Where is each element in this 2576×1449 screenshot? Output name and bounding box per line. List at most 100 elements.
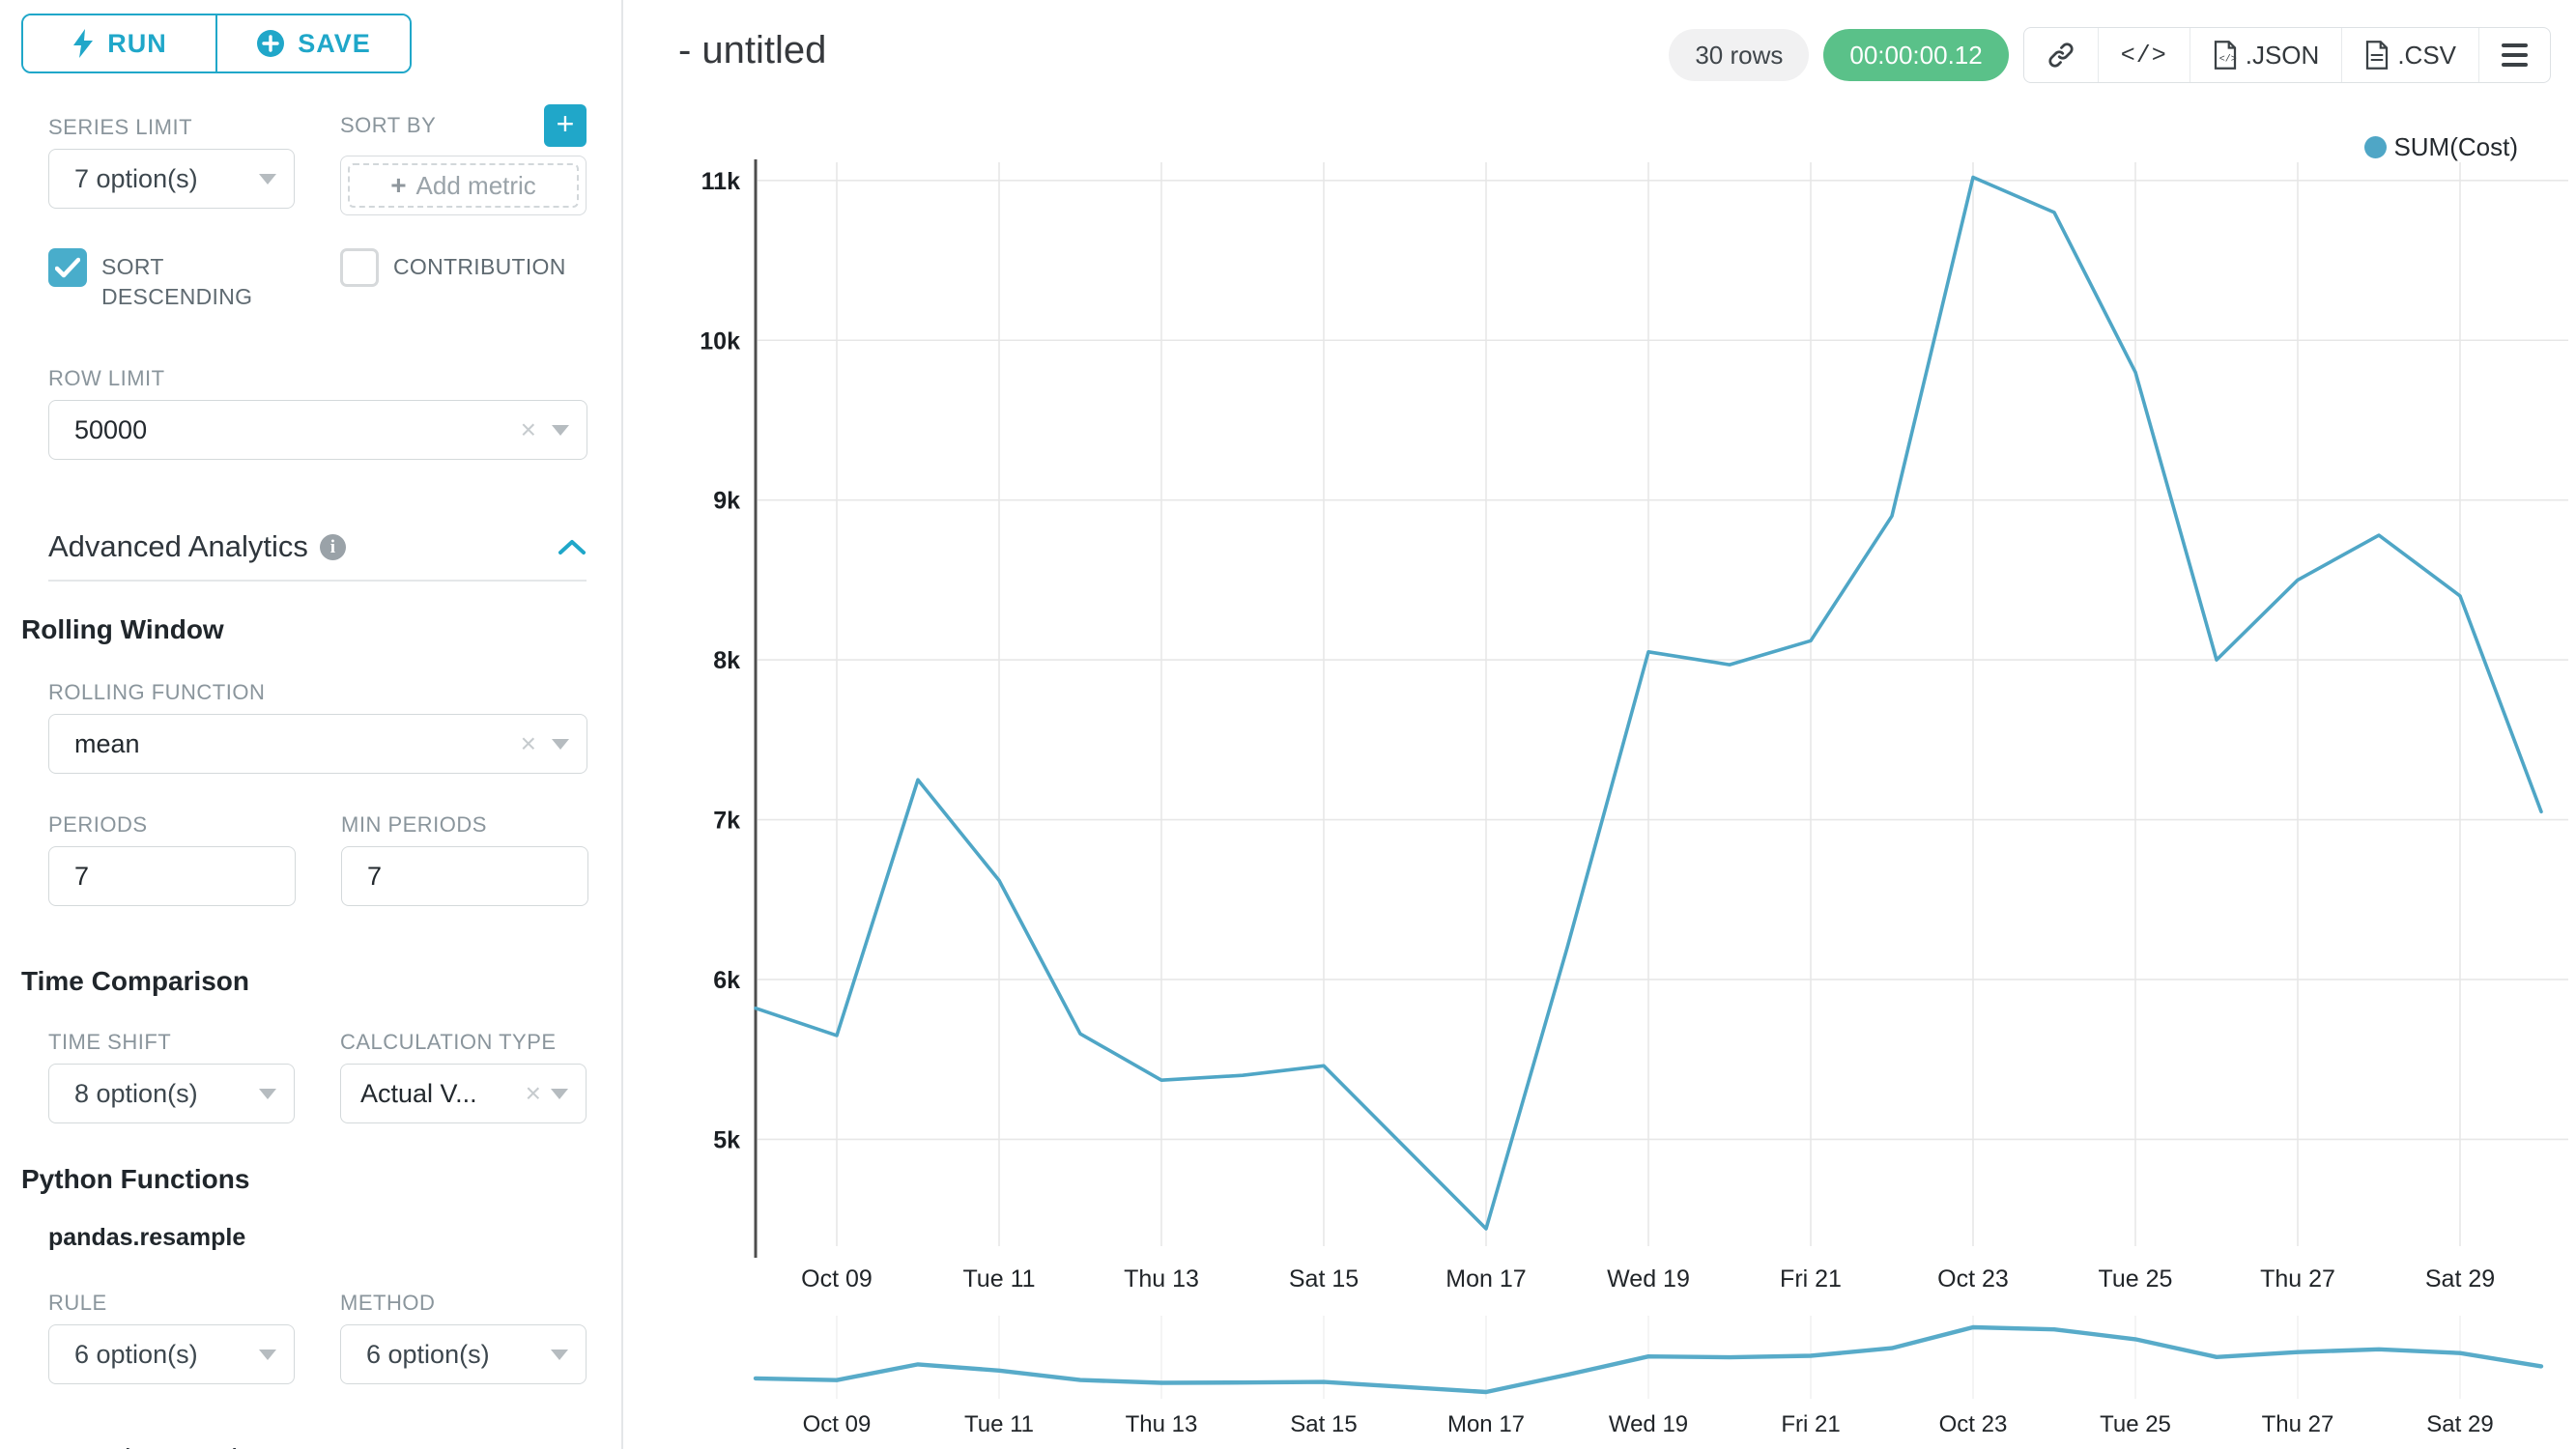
sort-descending-label: SORT DESCENDING [101, 254, 253, 310]
sort-descending-checkbox[interactable]: SORT DESCENDING [48, 248, 295, 312]
mini-x-axis-tick-label: Tue 11 [964, 1411, 1034, 1437]
x-axis-tick-label: Thu 13 [1124, 1265, 1199, 1293]
run-button-label: RUN [107, 28, 167, 58]
plus-icon: + [390, 170, 407, 200]
method-label: METHOD [340, 1291, 436, 1316]
series-limit-label: SERIES LIMIT [48, 115, 193, 139]
rule-select[interactable]: 6 option(s) [48, 1324, 295, 1385]
min-periods-input[interactable] [341, 846, 588, 907]
x-axis-tick-label: Mon 17 [1445, 1265, 1526, 1293]
export-csv-label: .CSV [2397, 40, 2456, 70]
advanced-analytics-header[interactable]: Advanced Analytics i [48, 529, 587, 564]
series-limit-select[interactable]: 7 option(s) [48, 149, 295, 209]
contribution-checkbox[interactable]: CONTRIBUTION [340, 248, 587, 312]
mini-x-axis-tick-label: Oct 23 [1939, 1411, 2008, 1437]
chevron-down-icon [259, 1349, 276, 1360]
pandas-resample-label: pandas.resample [48, 1224, 246, 1252]
view-query-button[interactable]: </> [2097, 28, 2190, 82]
x-axis-tick-label: Tue 11 [962, 1265, 1035, 1293]
mini-x-axis-tick-label: Thu 13 [1126, 1411, 1198, 1437]
chevron-down-icon [552, 738, 569, 750]
chevron-down-icon [259, 1088, 276, 1099]
export-csv-button[interactable]: .CSV [2341, 28, 2478, 82]
save-button[interactable]: SAVE [215, 15, 410, 71]
x-axis-tick-label: Thu 27 [2260, 1265, 2335, 1293]
chevron-down-icon [552, 424, 569, 436]
mini-x-axis-tick-label: Oct 09 [803, 1411, 872, 1437]
y-axis-tick-label: 8k [713, 647, 740, 674]
chart-title: - untitled [678, 29, 827, 71]
chevron-down-icon [551, 1088, 568, 1099]
calculation-type-value: Actual V... [360, 1078, 477, 1108]
time-shift-value: 8 option(s) [74, 1078, 198, 1108]
chevron-up-icon[interactable] [558, 538, 587, 555]
info-icon[interactable]: i [319, 533, 346, 560]
periods-label: PERIODS [48, 812, 148, 838]
rule-label: RULE [48, 1291, 107, 1316]
rolling-function-value: mean [74, 728, 140, 758]
calculation-type-select[interactable]: Actual V... × [340, 1064, 587, 1124]
rolling-function-select[interactable]: mean × [48, 714, 587, 775]
annotations-layers-title: Annotations and Layers [21, 1442, 336, 1449]
mini-preview-line[interactable] [753, 1324, 2544, 1395]
mini-x-axis-tick-label: Mon 17 [1447, 1411, 1525, 1437]
clear-icon[interactable]: × [520, 414, 536, 445]
contribution-label: CONTRIBUTION [393, 254, 566, 279]
clear-icon[interactable]: × [520, 728, 536, 759]
time-shift-label: TIME SHIFT [48, 1030, 172, 1055]
hamburger-menu-icon [2502, 43, 2528, 67]
mini-x-axis-tick-label: Wed 19 [1609, 1411, 1688, 1437]
y-axis-tick-label: 7k [713, 808, 740, 835]
x-axis-tick-label: Tue 25 [2099, 1265, 2173, 1293]
legend-item-sum-cost[interactable]: SUM(Cost) [2364, 132, 2518, 162]
y-axis-tick-label: 11k [701, 168, 740, 195]
chevron-down-icon [259, 173, 276, 185]
chart-panel: - untitled 30 rows 00:00:00.12 </> [623, 0, 2576, 1449]
advanced-analytics-title: Advanced Analytics [48, 529, 308, 564]
y-axis-tick-label: 6k [713, 967, 740, 994]
plus-circle-icon [257, 30, 285, 57]
svg-text:</>: </> [2218, 53, 2236, 65]
rolling-window-title: Rolling Window [21, 614, 224, 645]
add-metric-placeholder: Add metric [415, 170, 536, 200]
legend-label: SUM(Cost) [2393, 132, 2518, 161]
annotations-layers-header[interactable]: Annotations and Layers [21, 1442, 587, 1449]
run-save-button-group: RUN SAVE [21, 14, 412, 73]
export-json-label: .JSON [2245, 40, 2320, 70]
add-metric-dropzone[interactable]: + Add metric [348, 163, 579, 208]
x-axis-tick-label: Oct 23 [1937, 1265, 2009, 1293]
csv-file-icon [2366, 41, 2389, 70]
y-axis-tick-label: 9k [713, 488, 740, 515]
rule-value: 6 option(s) [74, 1339, 198, 1369]
chevron-down-icon [551, 1349, 568, 1360]
checkbox-unchecked-icon [340, 248, 379, 287]
chart-menu-button[interactable] [2478, 28, 2550, 82]
share-link-button[interactable] [2024, 28, 2098, 82]
method-value: 6 option(s) [366, 1339, 490, 1369]
run-button[interactable]: RUN [23, 15, 215, 71]
python-functions-title: Python Functions [21, 1164, 250, 1195]
method-select[interactable]: 6 option(s) [340, 1324, 587, 1385]
min-periods-label: MIN PERIODS [341, 812, 487, 838]
code-icon: </> [2120, 41, 2167, 70]
time-shift-select[interactable]: 8 option(s) [48, 1064, 295, 1124]
section-divider [48, 580, 587, 582]
series-line-sum-cost[interactable] [754, 175, 2543, 1231]
x-axis-tick-label: Fri 21 [1780, 1265, 1842, 1293]
control-panel-sidebar: RUN SAVE SERIES LIMIT 7 option(s) [0, 0, 623, 1449]
add-sort-metric-button[interactable]: + [544, 104, 587, 147]
y-axis-tick-label: 5k [713, 1126, 740, 1153]
x-axis-tick-label: Sat 29 [2425, 1265, 2495, 1293]
mini-x-axis-tick-label: Fri 21 [1781, 1411, 1840, 1437]
mini-x-axis-tick-label: Sat 29 [2426, 1411, 2493, 1437]
link-icon [2048, 43, 2074, 68]
export-json-button[interactable]: </> .JSON [2189, 28, 2342, 82]
x-axis-tick-label: Wed 19 [1607, 1265, 1690, 1293]
clear-icon[interactable]: × [525, 1078, 541, 1109]
row-limit-select[interactable]: 50000 × [48, 400, 587, 461]
row-limit-value: 50000 [74, 414, 148, 444]
mini-x-axis-tick-label: Sat 15 [1290, 1411, 1357, 1437]
periods-input[interactable] [48, 846, 296, 907]
